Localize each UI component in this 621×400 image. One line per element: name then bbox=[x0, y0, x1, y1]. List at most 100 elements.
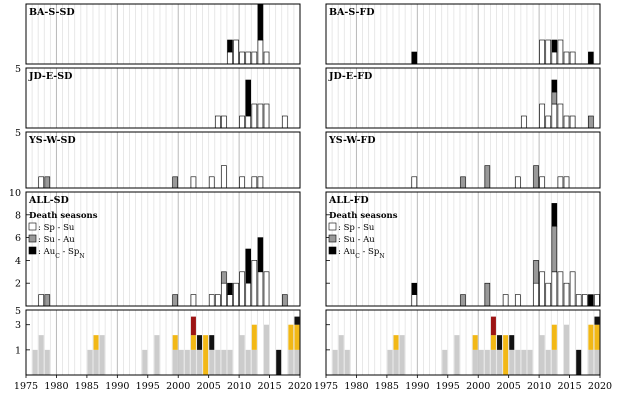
legend-title: Death seasons bbox=[29, 211, 98, 221]
bar-2018-au-sp bbox=[588, 51, 594, 65]
bar-2010-sp-su bbox=[239, 115, 245, 129]
bar-2018-gray bbox=[288, 349, 294, 375]
bar-2014-sp-su bbox=[563, 176, 570, 189]
bar-2002-yellow bbox=[190, 335, 196, 350]
panel-title: ALL-FD bbox=[328, 195, 369, 206]
x-tick-label: 2000 bbox=[166, 381, 190, 392]
bar-2010-sp-su bbox=[539, 103, 545, 129]
bar-2013-sp-su bbox=[557, 271, 564, 307]
bar-2013-sp-su bbox=[557, 103, 564, 129]
legend-swatch-au-sp bbox=[328, 246, 337, 255]
bar-2003-black bbox=[197, 335, 203, 350]
bar-2011-au-sp bbox=[245, 79, 252, 117]
panel-frame bbox=[325, 67, 601, 129]
bar-2012-sp-su bbox=[551, 51, 558, 65]
bar-2017-sp-su bbox=[281, 115, 288, 129]
legend-label-su-au: : Su - Au bbox=[38, 235, 75, 245]
bar-2014-sp-su bbox=[563, 282, 570, 307]
bar-2012-gray bbox=[551, 349, 557, 375]
x-tick-label: 1985 bbox=[375, 381, 399, 392]
bar-1985-gray bbox=[387, 349, 393, 375]
y-tick-label: 6 bbox=[15, 233, 21, 244]
y-tick-label: 5 bbox=[15, 306, 21, 317]
panel-frame bbox=[325, 131, 601, 189]
x-tick-label: 1985 bbox=[75, 381, 99, 392]
panel-title: BA-S-SD bbox=[29, 7, 75, 18]
panel-title: BA-S-FD bbox=[329, 7, 374, 18]
y-tick-label: 1 bbox=[15, 345, 21, 356]
bar-1985-gray bbox=[87, 349, 93, 375]
bar-2012-gray bbox=[251, 349, 257, 375]
panel-frame bbox=[25, 131, 301, 189]
bar-1987-gray bbox=[99, 335, 105, 375]
bar-2013-sp-su bbox=[257, 271, 264, 307]
bar-2013-sp-su bbox=[557, 176, 564, 189]
bar-1986-yellow bbox=[393, 335, 399, 350]
x-tick-label: 1980 bbox=[344, 381, 368, 392]
bar-2012-su-au bbox=[551, 91, 558, 105]
bar-2005-black bbox=[209, 335, 215, 350]
bar-2007-sp-su bbox=[521, 115, 527, 129]
legend: Death seasons: Sp - Su: Su - Au: AuC - S… bbox=[328, 211, 398, 260]
bar-2011-au-sp bbox=[245, 248, 252, 284]
x-tick-label: 2005 bbox=[197, 381, 221, 392]
bar-2006-sp-su bbox=[215, 294, 221, 307]
bar-2014-gray bbox=[264, 324, 270, 375]
y-tick-label: 8 bbox=[15, 210, 21, 221]
bar-2008-gray bbox=[527, 349, 533, 375]
bar-2004-yellow bbox=[503, 335, 509, 375]
legend: Death seasons: Sp - Su: Su - Au: AuC - S… bbox=[28, 211, 98, 260]
bar-2002-red bbox=[490, 316, 496, 336]
x-tick-label: 1990 bbox=[405, 381, 429, 392]
bar-2007-gray bbox=[221, 349, 227, 375]
bar-2005-black bbox=[509, 335, 515, 350]
legend-label-sp-su: : Sp - Su bbox=[338, 223, 375, 233]
bar-1986-yellow bbox=[93, 335, 99, 350]
panel-frame bbox=[25, 309, 301, 376]
bar-2002-sp-su bbox=[190, 294, 197, 307]
bar-2001-su-au bbox=[484, 165, 491, 189]
panel-frame bbox=[25, 191, 301, 307]
bar-2002-gray bbox=[190, 349, 196, 375]
panel-title: JD-E-SD bbox=[28, 71, 72, 82]
bar-2000-gray bbox=[478, 349, 484, 375]
bar-2009-sp-su bbox=[533, 282, 539, 307]
y-tick-label: 4 bbox=[15, 256, 21, 267]
bar-2003-gray bbox=[197, 349, 203, 375]
x-tick-label: 2010 bbox=[527, 381, 551, 392]
x-tick-label: 2005 bbox=[497, 381, 521, 392]
bar-2012-yellow bbox=[251, 324, 257, 350]
bar-2014-sp-su bbox=[263, 103, 270, 129]
bar-2006-sp-su bbox=[215, 115, 221, 129]
bar-1986-gray bbox=[393, 349, 399, 375]
bar-2012-au-sp bbox=[551, 39, 558, 53]
bar-2010-sp-su bbox=[239, 271, 245, 307]
bar-2011-gray bbox=[545, 349, 551, 375]
bar-1978-gray bbox=[44, 349, 50, 375]
bar-2005-sp-su bbox=[208, 294, 215, 307]
bar-2019-yellow bbox=[294, 324, 300, 350]
legend-swatch-sp-su bbox=[328, 222, 337, 231]
bar-2002-red bbox=[190, 316, 196, 336]
bar-2000-gray bbox=[178, 349, 184, 375]
panel-title: JD-E-FD bbox=[328, 71, 372, 82]
bar-2004-yellow bbox=[203, 335, 209, 375]
panel-ba-s-fd: BA-S-FD bbox=[325, 3, 601, 65]
bar-2007-su-au bbox=[221, 271, 227, 284]
bar-1999-su-au bbox=[172, 294, 178, 307]
bar-2010-gray bbox=[239, 335, 245, 375]
bar-2016-black bbox=[276, 349, 282, 375]
bar-1989-au-sp bbox=[411, 282, 418, 295]
panel-title: ALL-SD bbox=[28, 195, 69, 206]
bar-2012-au-sp bbox=[551, 79, 558, 93]
bar-2007-gray bbox=[521, 349, 527, 375]
bar-2019-yellow bbox=[594, 324, 600, 350]
panel-all-fd: ALL-FD Death seasons: Sp - Su: Su - Au: A… bbox=[325, 191, 601, 307]
bar-2012-sp-su bbox=[251, 103, 258, 129]
bar-2011-sp-su bbox=[245, 282, 252, 307]
legend-swatch-au-sp bbox=[28, 246, 37, 255]
bar-1978-su-au bbox=[44, 176, 51, 189]
bar-2001-gray bbox=[184, 349, 190, 375]
bar-2010-sp-su bbox=[239, 51, 245, 65]
bar-2010-gray bbox=[539, 335, 545, 375]
